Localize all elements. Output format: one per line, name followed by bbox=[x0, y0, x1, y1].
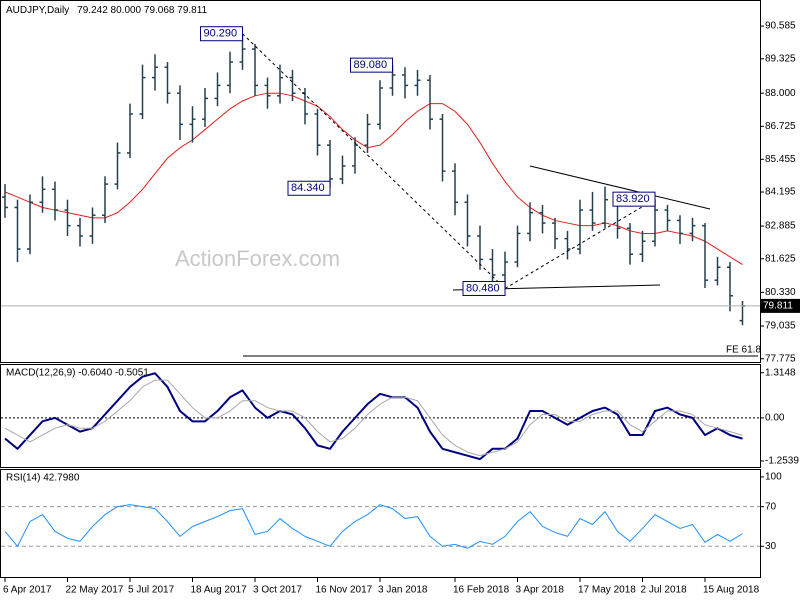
annotation-label: 89.080 bbox=[354, 59, 388, 71]
annotation-box bbox=[612, 191, 656, 207]
annotation-box bbox=[287, 180, 331, 196]
x-tick-label: 16 Feb 2018 bbox=[453, 585, 510, 596]
y-tick-label: 77.775 bbox=[765, 353, 796, 364]
series-line bbox=[4, 379, 743, 457]
y-tick-label: 84.195 bbox=[765, 187, 796, 198]
y-tick-label: 81.625 bbox=[765, 253, 796, 264]
x-tick-label: 6 Apr 2017 bbox=[3, 585, 52, 596]
y-tick-label: 79.035 bbox=[765, 321, 796, 332]
x-tick-label: 5 Jul 2017 bbox=[128, 585, 175, 596]
series-line bbox=[4, 504, 743, 549]
x-tick-label: 16 Nov 2017 bbox=[316, 585, 373, 596]
annotation-box bbox=[350, 57, 393, 73]
x-tick-label: 18 Aug 2017 bbox=[191, 585, 248, 596]
y-tick-label: 88.000 bbox=[765, 88, 796, 99]
x-tick-label: 3 Apr 2018 bbox=[516, 585, 565, 596]
annotation-label: 80.480 bbox=[466, 282, 500, 294]
x-tick-label: 3 Jan 2018 bbox=[378, 585, 428, 596]
price-panel bbox=[0, 0, 761, 363]
macd-title: MACD(12,26,9) -0.6040 -0.5051 bbox=[6, 368, 149, 379]
watermark: ActionForex.com bbox=[175, 246, 340, 271]
price-title: AUDJPY,Daily 79.242 80.000 79.068 79.811 bbox=[6, 5, 208, 16]
y-tick-label: 100 bbox=[765, 472, 782, 483]
series-line bbox=[4, 372, 743, 461]
fe-label: FE 61.8 bbox=[726, 345, 761, 356]
y-tick-label: 80.330 bbox=[765, 287, 796, 298]
y-tick-label: 1.3148 bbox=[765, 367, 796, 378]
rsi-panel bbox=[0, 469, 761, 578]
trend-line bbox=[529, 165, 711, 210]
y-tick-label: -1.2539 bbox=[765, 456, 799, 467]
price-tag-label: 79.811 bbox=[763, 301, 793, 312]
annotation-label: 90.290 bbox=[204, 28, 238, 40]
y-tick-label: 86.725 bbox=[765, 121, 796, 132]
moving-average bbox=[4, 92, 743, 266]
macd-panel bbox=[0, 364, 761, 468]
x-tick-label: 3 Oct 2017 bbox=[253, 585, 302, 596]
annotation-label: 84.340 bbox=[291, 182, 325, 194]
x-tick-label: 15 Aug 2018 bbox=[703, 585, 760, 596]
symbol: AUDJPY,Daily bbox=[6, 5, 69, 16]
annotation-label: 83.920 bbox=[616, 193, 650, 205]
swing-line bbox=[504, 198, 656, 289]
y-tick-label: 82.885 bbox=[765, 221, 796, 232]
annotation-box bbox=[200, 26, 243, 42]
x-tick-label: 17 May 2018 bbox=[578, 585, 636, 596]
x-tick-label: 2 Jul 2018 bbox=[641, 585, 688, 596]
y-tick-label: 85.455 bbox=[765, 154, 796, 165]
y-tick-label: 90.585 bbox=[765, 21, 796, 32]
swing-line bbox=[242, 33, 506, 289]
ohlc-header: 79.242 80.000 79.068 79.811 bbox=[77, 5, 207, 16]
y-tick-label: 30 bbox=[765, 541, 777, 552]
y-tick-label: 70 bbox=[765, 501, 777, 512]
x-tick-label: 22 May 2017 bbox=[66, 585, 124, 596]
annotation-box bbox=[462, 281, 506, 297]
y-tick-label: 89.325 bbox=[765, 53, 796, 64]
rsi-title: RSI(14) 42.7980 bbox=[6, 473, 80, 484]
price-tag bbox=[760, 298, 800, 313]
y-tick-label: 0.00 bbox=[765, 413, 785, 424]
